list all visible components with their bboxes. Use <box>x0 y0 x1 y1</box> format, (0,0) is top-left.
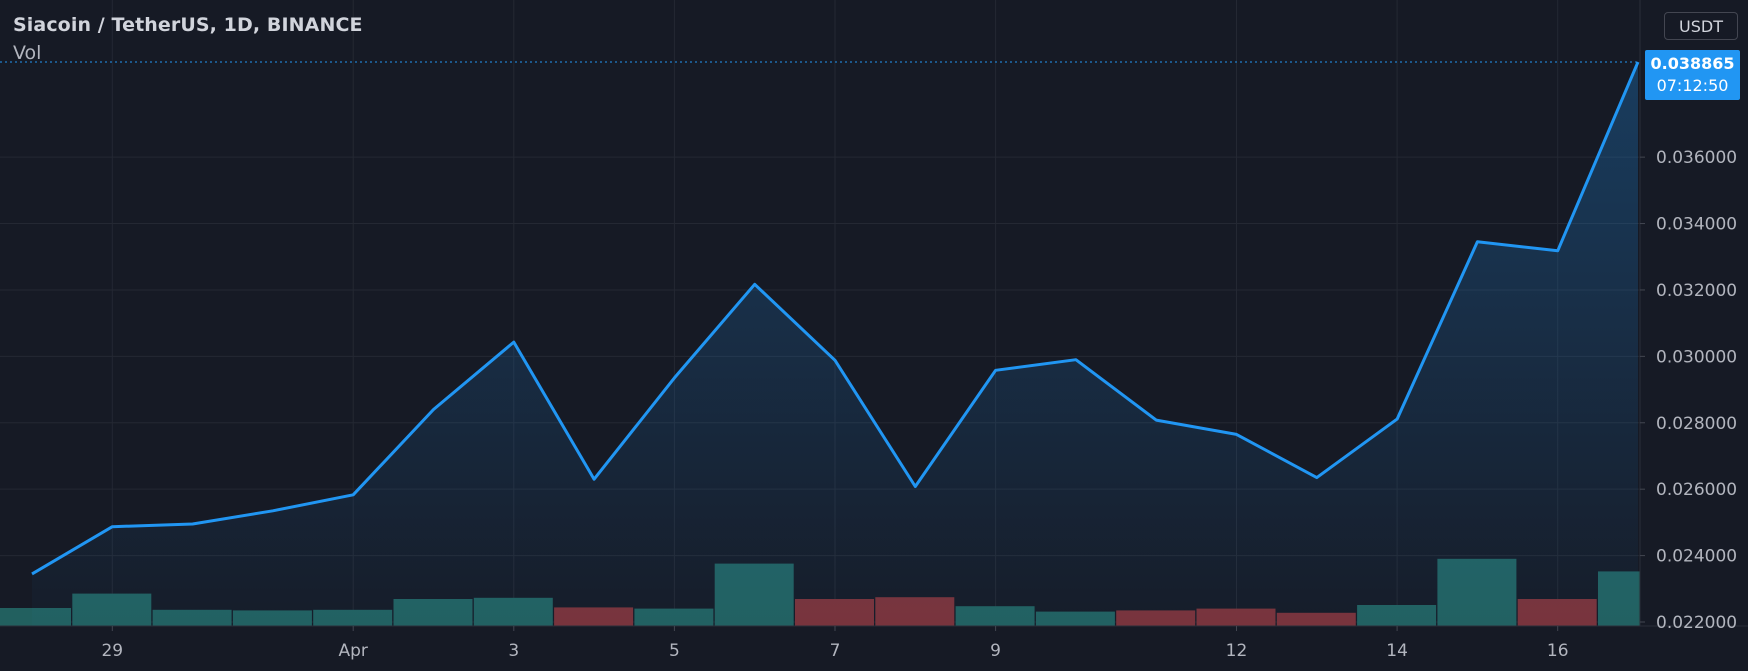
time-axis-label: 12 <box>1226 641 1248 661</box>
price-axis-label: 0.022000 <box>1656 613 1737 633</box>
price-line <box>31 61 1640 576</box>
time-axis-labels: 29 Apr 3 5 7 9 12 14 16 <box>101 626 1569 661</box>
time-axis[interactable] <box>0 626 1748 671</box>
bar-countdown: 07:12:50 <box>1656 76 1729 95</box>
price-axis-label: 0.028000 <box>1656 414 1737 434</box>
time-axis-label: 3 <box>508 641 519 661</box>
price-axis-label: 0.032000 <box>1656 281 1737 301</box>
last-price-value: 0.038865 <box>1650 54 1735 73</box>
currency-button[interactable]: USDT <box>1664 12 1738 40</box>
price-axis[interactable] <box>1640 0 1748 626</box>
chart-title: Siacoin / TetherUS, 1D, BINANCE <box>13 14 363 36</box>
price-axis-label: 0.030000 <box>1656 347 1737 367</box>
time-axis-label: 5 <box>669 641 680 661</box>
time-axis-label: 16 <box>1547 641 1569 661</box>
last-price-badge: 0.038865 07:12:50 <box>1645 50 1740 100</box>
price-area-fill <box>32 62 1638 626</box>
price-axis-label: 0.024000 <box>1656 547 1737 567</box>
price-axis-labels: 0.022000 0.024000 0.026000 0.028000 0.030000… <box>1640 148 1737 633</box>
time-axis-label: 9 <box>990 641 1001 661</box>
time-axis-label: Apr <box>338 641 367 661</box>
time-axis-label: 7 <box>830 641 841 661</box>
price-axis-label: 0.034000 <box>1656 215 1737 235</box>
price-axis-label: 0.036000 <box>1656 148 1737 168</box>
time-axis-label: 14 <box>1386 641 1408 661</box>
price-axis-label: 0.026000 <box>1656 480 1737 500</box>
time-axis-label: 29 <box>101 641 123 661</box>
volume-indicator-label[interactable]: Vol <box>13 42 42 64</box>
